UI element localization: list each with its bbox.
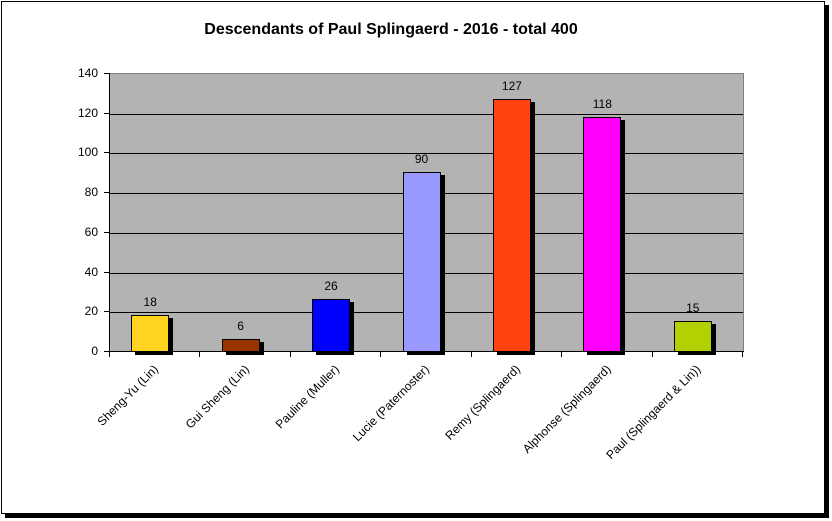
bar-value-label: 118 — [592, 96, 612, 111]
bar — [402, 172, 441, 352]
bar-value-label: 6 — [237, 319, 244, 334]
bar-value-label: 18 — [143, 295, 157, 310]
x-tick — [289, 351, 291, 357]
y-tick — [104, 311, 110, 313]
y-tick — [104, 192, 110, 194]
bar-value-label: 15 — [686, 301, 700, 316]
y-tick-label: 20 — [84, 304, 98, 319]
chart-title: Descendants of Paul Splingaerd - 2016 - … — [204, 21, 578, 38]
bar — [312, 299, 351, 352]
y-tick-label: 0 — [91, 344, 98, 358]
y-axis — [109, 73, 110, 352]
y-tick — [104, 73, 110, 74]
x-tick — [470, 351, 472, 357]
x-tick — [651, 351, 653, 357]
y-tick-label: 60 — [84, 224, 98, 239]
gridline — [110, 153, 743, 155]
y-tick-label: 140 — [77, 66, 98, 80]
bar — [131, 315, 170, 352]
x-tick — [109, 351, 110, 357]
y-tick-label: 100 — [77, 145, 98, 160]
x-tick — [561, 351, 563, 357]
y-tick — [104, 231, 110, 233]
bar — [673, 321, 712, 352]
y-tick-label: 80 — [84, 185, 98, 200]
y-tick — [104, 351, 110, 352]
bar-value-label: 127 — [501, 78, 522, 93]
y-tick — [104, 112, 110, 114]
bar-value-label: 90 — [414, 152, 429, 167]
x-tick — [199, 351, 201, 357]
bar-value-label: 26 — [324, 279, 338, 294]
bar — [492, 98, 531, 352]
x-tick — [380, 351, 382, 357]
bar — [221, 339, 260, 352]
bar — [583, 116, 622, 352]
gridline — [110, 113, 743, 115]
y-tick-label: 40 — [84, 264, 98, 279]
y-tick — [104, 271, 110, 273]
y-tick — [104, 152, 110, 154]
y-tick-label: 120 — [77, 105, 98, 120]
x-tick — [742, 351, 743, 357]
